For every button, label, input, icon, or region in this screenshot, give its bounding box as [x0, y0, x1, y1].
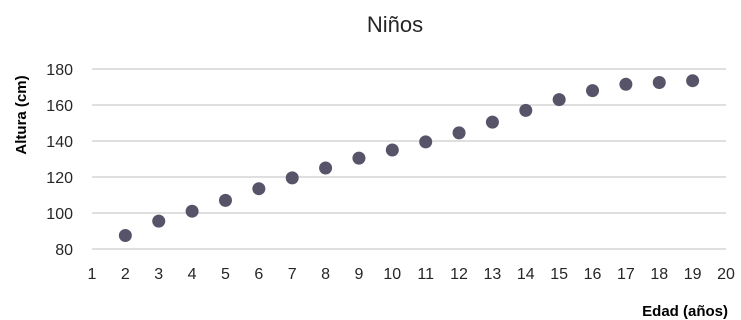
x-tick-label: 9 [354, 266, 363, 283]
data-point [485, 115, 499, 129]
data-points [118, 74, 700, 242]
data-point [285, 171, 299, 185]
x-tick-label: 2 [121, 266, 130, 283]
data-point [319, 161, 333, 175]
x-tick-label: 19 [684, 266, 702, 283]
chart-title: Niños [367, 12, 423, 37]
data-point [118, 229, 132, 242]
x-tick-label: 20 [717, 266, 735, 283]
data-point [652, 76, 666, 89]
y-tick-label: 120 [46, 170, 73, 187]
x-tick-label: 7 [288, 266, 297, 283]
x-tick-label: 15 [550, 266, 568, 283]
x-tick-label: 1 [88, 266, 97, 283]
data-point [385, 143, 399, 157]
data-point [452, 126, 466, 140]
y-tick-label: 160 [46, 98, 73, 115]
data-point [686, 74, 700, 88]
x-tick-label: 14 [517, 266, 535, 283]
x-tick-label: 12 [450, 266, 468, 283]
data-point [586, 84, 600, 98]
data-point [152, 214, 166, 228]
x-tick-label: 5 [221, 266, 230, 283]
x-axis-label: Edad (años) [642, 303, 728, 320]
y-tick-label: 180 [46, 62, 73, 79]
data-point [352, 151, 366, 165]
x-tick-label: 6 [254, 266, 263, 283]
x-tick-label: 13 [484, 266, 502, 283]
data-point [185, 204, 199, 218]
data-point [619, 77, 633, 91]
data-point [519, 103, 533, 117]
y-axis-label: Altura (cm) [13, 75, 30, 154]
x-tick-label: 17 [617, 266, 635, 283]
x-tick-label: 4 [188, 266, 197, 283]
x-tick-label: 16 [584, 266, 602, 283]
y-tick-label: 100 [46, 206, 73, 223]
data-point [552, 93, 566, 107]
y-tick-label: 140 [46, 134, 73, 151]
x-tick-label: 10 [383, 266, 401, 283]
x-tick-label: 18 [650, 266, 668, 283]
gridlines [92, 68, 726, 250]
data-point [419, 135, 433, 149]
x-tick-label: 8 [321, 266, 330, 283]
x-axis-ticks: 1 2 3 4 5 6 7 8 9 10 11 12 13 14 15 16 17 18 19 20 [88, 266, 735, 283]
y-axis-ticks: 80 100 120 140 160 180 [46, 62, 73, 259]
x-tick-label: 11 [417, 266, 434, 283]
data-point [252, 182, 266, 196]
data-point [218, 193, 232, 207]
y-tick-label: 80 [55, 242, 73, 259]
x-tick-label: 3 [154, 266, 163, 283]
